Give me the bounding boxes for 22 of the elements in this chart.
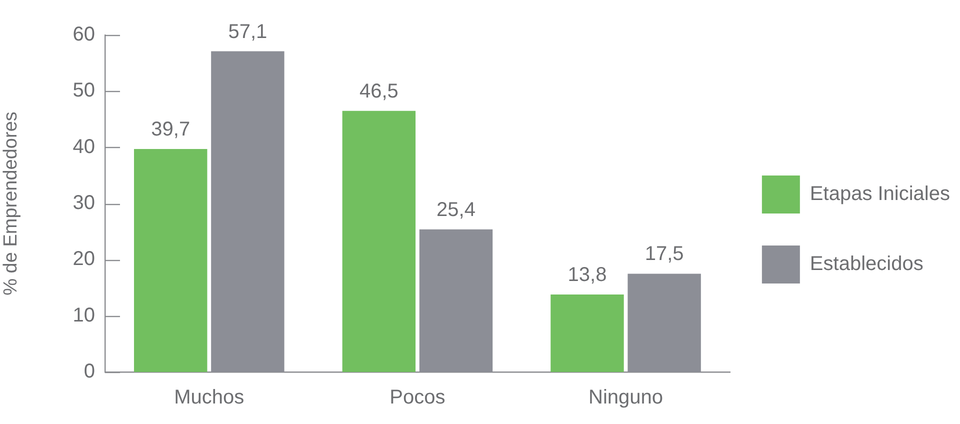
legend-label: Etapas Iniciales [810,183,950,206]
data-label: 57,1 [228,20,268,43]
bar [342,110,416,372]
bar [134,149,208,372]
data-label: 39,7 [151,118,190,141]
legend-label: Establecidos [810,253,924,276]
y-axis-title: % de Emprendedores [0,112,22,296]
x-tick-label: Muchos [174,386,244,409]
y-tick-label: 20 [72,248,95,270]
bar [550,294,624,372]
x-tick-label: Pocos [390,386,446,409]
data-label: 13,8 [568,264,607,286]
y-tick-label: 0 [84,360,95,383]
data-label: 17,5 [644,243,684,266]
data-label: 46,5 [359,80,398,102]
y-tick-label: 60 [72,24,95,46]
x-tick-label: Ninguno [588,386,664,409]
y-tick-label: 40 [72,136,95,158]
y-tick-label: 10 [72,304,95,326]
y-tick-label: 50 [72,80,95,102]
y-tick-label: 30 [72,192,95,214]
data-label: 25,4 [436,198,476,221]
